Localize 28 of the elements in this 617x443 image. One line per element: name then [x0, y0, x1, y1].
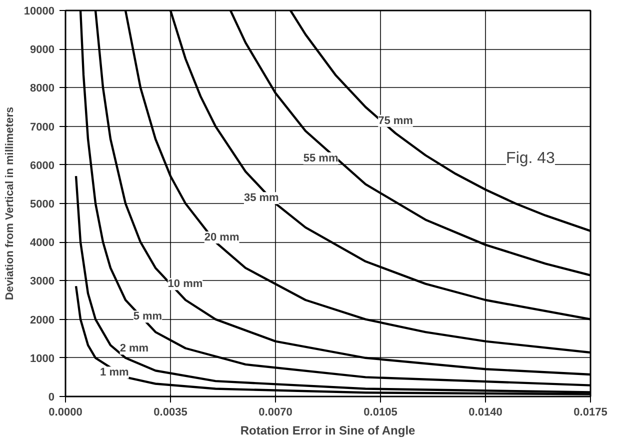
annotation: 5 mm	[133, 310, 162, 323]
annotation: 20 mm	[204, 231, 240, 244]
x-tick-label: 0.0140	[468, 406, 502, 418]
annotation: 1 mm	[100, 366, 129, 379]
y-tick-label: 9000	[30, 44, 55, 56]
y-tick-label: 4000	[30, 237, 55, 250]
x-tick-label: 0.0175	[574, 406, 608, 418]
x-tick-label: 0.0000	[48, 406, 82, 418]
y-tick-label: 8000	[30, 82, 55, 95]
y-axis-title: Deviation from Vertical in millimeters	[4, 106, 16, 300]
y-tick-label: 3000	[30, 276, 55, 288]
y-tick-label: 1000	[30, 352, 55, 365]
annotation: 2 mm	[120, 342, 149, 355]
annotation: Fig. 43	[506, 150, 556, 167]
y-tick-label: 2000	[30, 314, 55, 326]
x-tick-label: 0.0035	[154, 406, 188, 418]
y-tick-label: 7000	[30, 121, 55, 134]
x-tick-label: 0.0105	[364, 406, 398, 418]
annotation: 10 mm	[168, 278, 203, 290]
y-tick-label: 6000	[30, 160, 55, 172]
y-tick-label: 0	[48, 392, 55, 404]
annotation: 75 mm	[378, 114, 414, 127]
x-tick-label: 0.0070	[258, 406, 292, 418]
annotation: 35 mm	[244, 192, 280, 204]
annotation: 55 mm	[303, 152, 338, 164]
x-axis-title: Rotation Error in Sine of Angle	[240, 424, 416, 438]
y-tick-label: 5000	[30, 198, 55, 210]
y-tick-label: 10000	[24, 6, 55, 18]
